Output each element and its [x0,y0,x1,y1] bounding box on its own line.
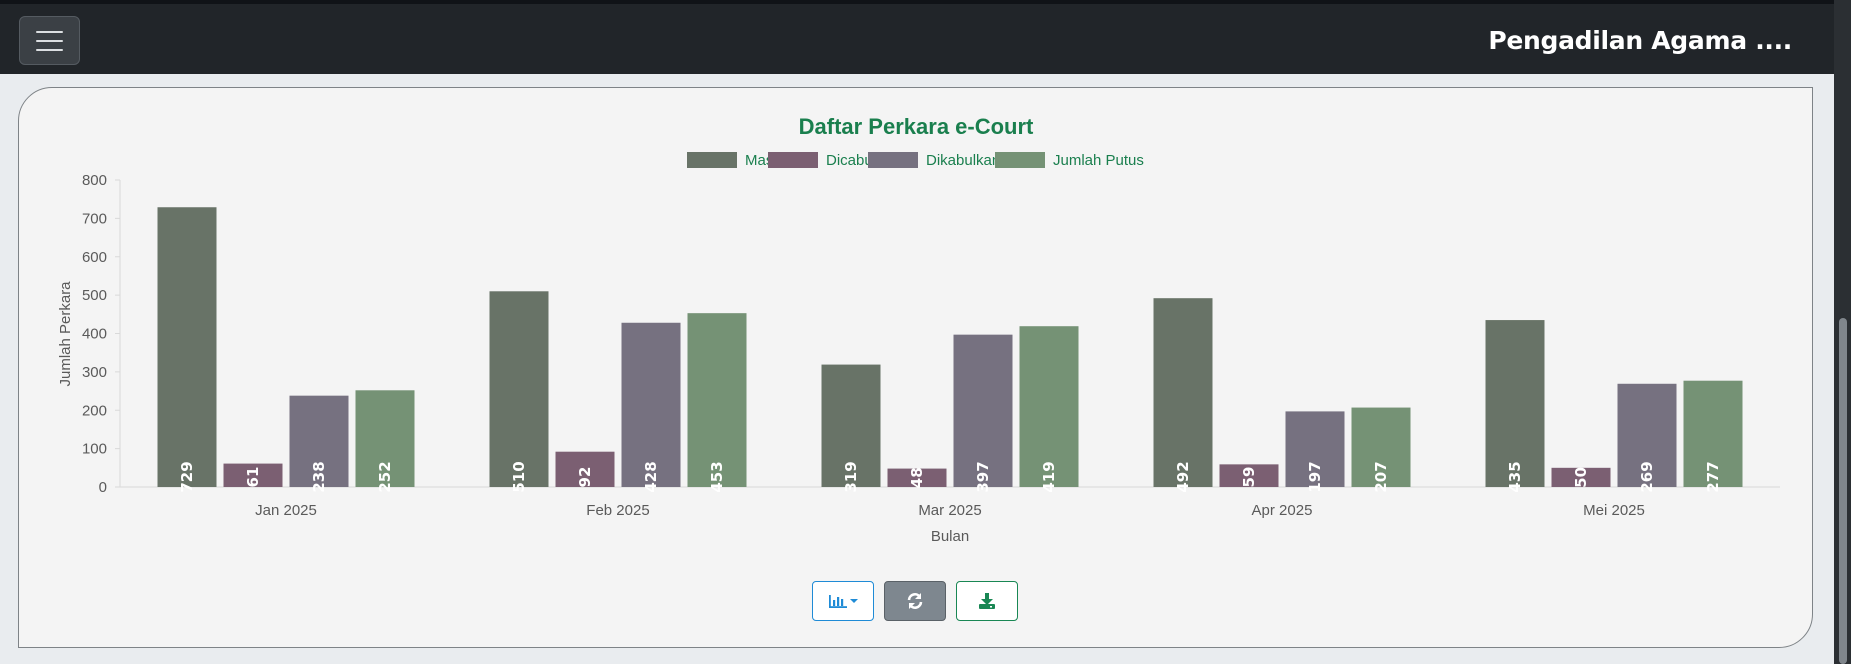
bar-value-label: 48 [908,467,926,488]
refresh-button[interactable] [884,581,946,621]
hamburger-icon-line [36,39,63,42]
chart-toolbar [812,581,1018,621]
x-tick-label: Jan 2025 [255,502,317,519]
x-tick-label: Mar 2025 [918,502,981,519]
bar-value-label: 252 [376,461,394,492]
legend-swatch [768,152,818,168]
y-tick-label: 100 [82,441,107,458]
bar-value-label: 492 [1174,461,1192,492]
menu-toggle-button[interactable] [19,16,80,65]
chart-type-dropdown-button[interactable] [812,581,874,621]
x-tick-label: Mei 2025 [1583,502,1645,519]
y-tick-label: 700 [82,210,107,227]
bar [621,322,681,487]
bar [1617,383,1677,487]
legend-label: Dikabulkan [926,152,1000,169]
bar-value-label: 319 [842,461,860,492]
bar-value-label: 59 [1240,467,1258,488]
brand-title: Pengadilan Agama .... [1488,26,1792,55]
top-navbar: Pengadilan Agama .... [0,0,1834,74]
y-tick-label: 300 [82,364,107,381]
x-tick-label: Apr 2025 [1252,502,1313,519]
y-axis-title: Jumlah Perkara [57,281,74,387]
bar [1551,467,1611,487]
bar-value-label: 61 [244,467,262,488]
bar-value-label: 92 [576,467,594,488]
y-tick-label: 600 [82,249,107,266]
bar [223,463,283,487]
y-tick-label: 200 [82,402,107,419]
bar-value-label: 50 [1572,467,1590,488]
bar [1683,380,1743,487]
bar-value-label: 453 [708,461,726,492]
bar-value-label: 510 [510,461,528,492]
refresh-icon [907,593,923,609]
x-axis-title: Bulan [931,528,969,545]
y-tick-label: 400 [82,326,107,343]
bar [289,395,349,487]
bar-value-label: 207 [1372,461,1390,492]
y-tick-label: 0 [99,479,107,496]
x-tick-label: Feb 2025 [586,502,649,519]
bar [1351,407,1411,487]
bar-value-label: 435 [1506,461,1524,492]
legend-swatch [995,152,1045,168]
bar [887,468,947,487]
y-tick-label: 800 [82,172,107,189]
bar-value-label: 197 [1306,461,1324,492]
download-button[interactable] [956,581,1018,621]
bar-value-label: 729 [178,461,196,492]
bar-value-label: 269 [1638,461,1656,492]
bar [489,291,549,487]
bar [1485,320,1545,487]
bar [1285,411,1345,487]
bar [953,334,1013,487]
download-icon [979,593,995,609]
legend-swatch [687,152,737,168]
bar-value-label: 428 [642,461,660,492]
bar [1019,326,1079,487]
chart-title: Daftar Perkara e-Court [799,114,1034,139]
y-tick-label: 500 [82,287,107,304]
bar [821,364,881,487]
legend-label: Dicabut [826,152,878,169]
hamburger-icon-line [36,48,63,51]
scrollbar-thumb[interactable] [1839,318,1847,664]
bar [355,390,415,487]
bar [157,207,217,487]
bar [687,313,747,487]
bar [1153,298,1213,487]
bar-value-label: 238 [310,461,328,492]
bar-value-label: 397 [974,461,992,492]
bar [555,451,615,487]
bar-value-label: 277 [1704,461,1722,492]
legend-swatch [868,152,918,168]
bar-chart-icon [829,595,858,608]
bar [1219,464,1279,487]
hamburger-icon [36,30,63,33]
bar-value-label: 419 [1040,461,1058,492]
legend-label: Jumlah Putus [1053,152,1144,169]
